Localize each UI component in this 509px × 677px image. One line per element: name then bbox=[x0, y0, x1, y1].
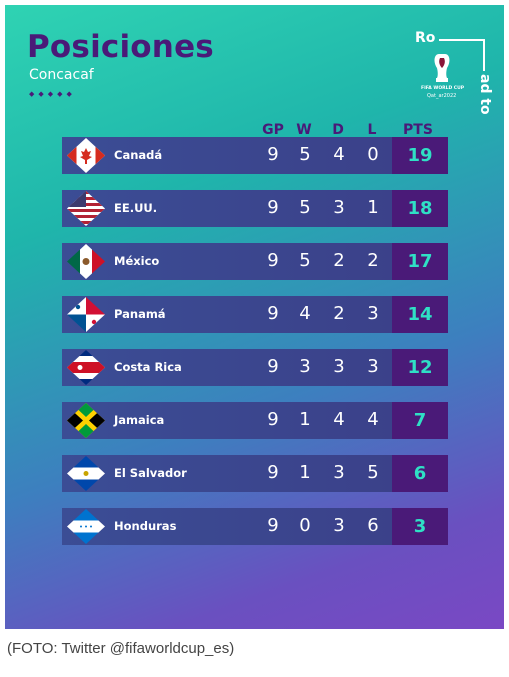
stat-d: 3 bbox=[333, 356, 345, 377]
points-value: 7 bbox=[392, 402, 448, 439]
stat-gp: 9 bbox=[267, 462, 279, 483]
stat-gp: 9 bbox=[267, 197, 279, 218]
team-name: El Salvador bbox=[114, 466, 187, 480]
stat-w: 1 bbox=[299, 409, 311, 430]
logo-frame bbox=[439, 39, 485, 71]
stat-l: 6 bbox=[367, 515, 379, 536]
decorative-dots: ◆◆◆◆◆ bbox=[29, 90, 76, 98]
stat-w: 4 bbox=[299, 303, 311, 324]
el-salvador-flag-icon bbox=[67, 456, 105, 491]
table-row: Costa Rica 9 3 3 3 12 bbox=[62, 349, 448, 386]
table-row: EE.UU. 9 5 3 1 18 bbox=[62, 190, 448, 227]
points-value: 6 bbox=[392, 455, 448, 492]
stat-gp: 9 bbox=[267, 356, 279, 377]
mexico-flag-icon bbox=[67, 244, 105, 279]
stat-d: 3 bbox=[333, 515, 345, 536]
stat-d: 2 bbox=[333, 250, 345, 271]
stat-w: 1 bbox=[299, 462, 311, 483]
logo-text-adto: ad to bbox=[477, 74, 493, 115]
stat-w: 5 bbox=[299, 250, 311, 271]
road-to-qatar-logo: Ro ad to FIFA WORLD CUP Qat_ar2022 bbox=[415, 30, 495, 115]
stat-d: 4 bbox=[333, 409, 345, 430]
table-row: Canadá 9 5 4 0 19 bbox=[62, 137, 448, 174]
points-value: 12 bbox=[392, 349, 448, 386]
table-header: GP W D L PTS bbox=[5, 122, 504, 142]
logo-caption: FIFA WORLD CUP bbox=[421, 86, 465, 91]
costa-rica-flag-icon bbox=[67, 350, 105, 385]
column-header-pts: PTS bbox=[403, 122, 433, 138]
points-value: 3 bbox=[392, 508, 448, 545]
team-name: Panamá bbox=[114, 307, 166, 321]
canada-flag-icon bbox=[67, 138, 105, 173]
stat-l: 0 bbox=[367, 144, 379, 165]
stat-w: 5 bbox=[299, 197, 311, 218]
stat-gp: 9 bbox=[267, 409, 279, 430]
jamaica-flag-icon bbox=[67, 403, 105, 438]
team-name: Honduras bbox=[114, 519, 177, 533]
stat-l: 2 bbox=[367, 250, 379, 271]
stat-d: 2 bbox=[333, 303, 345, 324]
honduras-flag-icon bbox=[67, 509, 105, 544]
stat-l: 3 bbox=[367, 356, 379, 377]
points-value: 17 bbox=[392, 243, 448, 280]
table-row: Honduras 9 0 3 6 3 bbox=[62, 508, 448, 545]
points-value: 14 bbox=[392, 296, 448, 333]
stat-d: 3 bbox=[333, 197, 345, 218]
trophy-icon bbox=[434, 54, 450, 82]
points-value: 19 bbox=[392, 137, 448, 174]
team-name: Costa Rica bbox=[114, 360, 182, 374]
column-header-w: W bbox=[296, 122, 312, 138]
standings-graphic: Posiciones Concacaf ◆◆◆◆◆ Ro ad to FIFA … bbox=[5, 5, 504, 629]
stat-w: 3 bbox=[299, 356, 311, 377]
stat-w: 0 bbox=[299, 515, 311, 536]
table-row: El Salvador 9 1 3 5 6 bbox=[62, 455, 448, 492]
points-value: 18 bbox=[392, 190, 448, 227]
subtitle: Concacaf bbox=[29, 67, 94, 83]
column-header-l: L bbox=[367, 122, 377, 138]
stat-l: 1 bbox=[367, 197, 379, 218]
table-row: México 9 5 2 2 17 bbox=[62, 243, 448, 280]
stat-gp: 9 bbox=[267, 303, 279, 324]
stat-gp: 9 bbox=[267, 250, 279, 271]
stat-gp: 9 bbox=[267, 515, 279, 536]
stat-l: 3 bbox=[367, 303, 379, 324]
team-name: EE.UU. bbox=[114, 201, 158, 215]
page-title: Posiciones bbox=[27, 29, 214, 65]
column-header-d: D bbox=[332, 122, 344, 138]
team-name: México bbox=[114, 254, 160, 268]
logo-text-ro: Ro bbox=[415, 30, 436, 46]
logo-caption-year: Qat_ar2022 bbox=[427, 93, 457, 99]
panama-flag-icon bbox=[67, 297, 105, 332]
usa-flag-icon bbox=[67, 191, 105, 226]
team-name: Jamaica bbox=[114, 413, 165, 427]
team-name: Canadá bbox=[114, 148, 163, 162]
column-header-gp: GP bbox=[262, 122, 284, 138]
stat-w: 5 bbox=[299, 144, 311, 165]
stat-d: 3 bbox=[333, 462, 345, 483]
table-row: Panamá 9 4 2 3 14 bbox=[62, 296, 448, 333]
stat-l: 5 bbox=[367, 462, 379, 483]
stat-gp: 9 bbox=[267, 144, 279, 165]
photo-caption: (FOTO: Twitter @fifaworldcup_es) bbox=[7, 640, 235, 657]
stat-l: 4 bbox=[367, 409, 379, 430]
stat-d: 4 bbox=[333, 144, 345, 165]
table-row: Jamaica 9 1 4 4 7 bbox=[62, 402, 448, 439]
